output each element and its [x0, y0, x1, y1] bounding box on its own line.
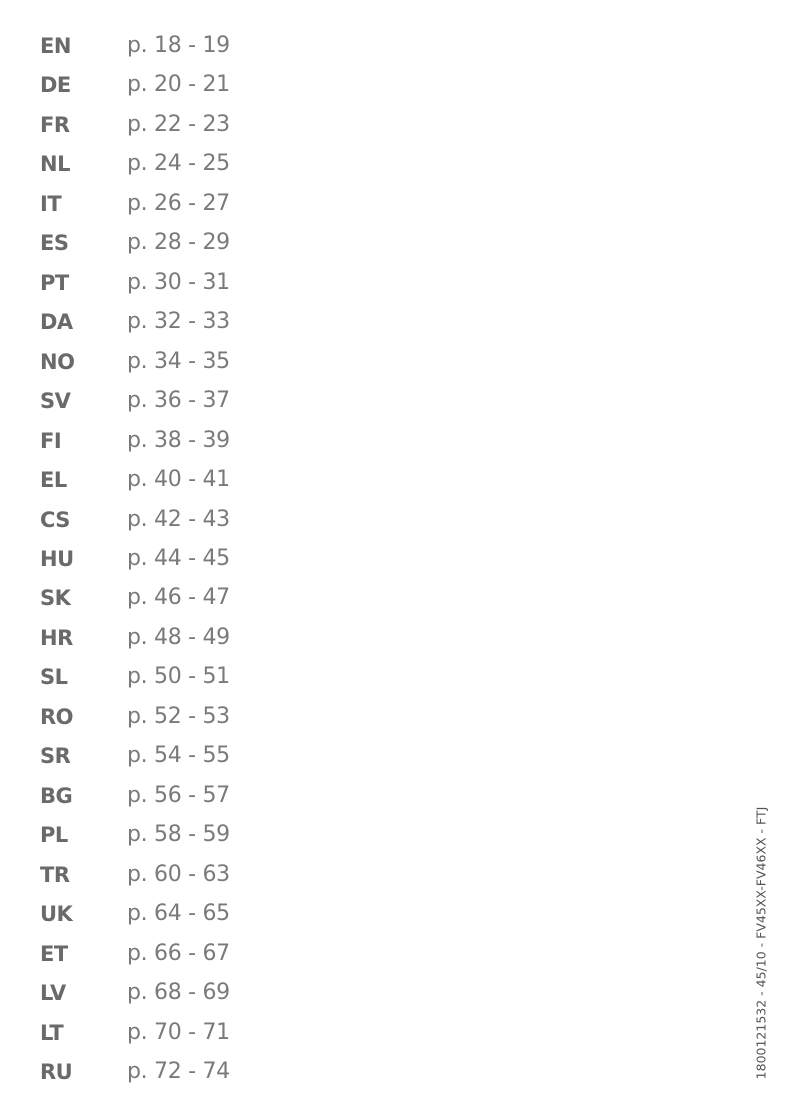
page-range: p. 36 - 37 [127, 388, 230, 414]
page-range: p. 56 - 57 [127, 782, 230, 808]
page-range: p. 34 - 35 [127, 348, 230, 374]
page-range: p. 40 - 41 [127, 467, 230, 493]
page-range: p. 22 - 23 [127, 111, 230, 137]
page-range: p. 70 - 71 [127, 1019, 230, 1045]
language-code: RU [40, 1059, 73, 1084]
page-range: p. 18 - 19 [127, 33, 230, 58]
page-range: p. 50 - 51 [127, 664, 230, 690]
language-code: SR [40, 744, 71, 769]
language-code: DA [40, 310, 73, 335]
page-range: p. 60 - 63 [127, 861, 230, 887]
language-code: NO [40, 349, 75, 374]
page-range: p. 68 - 69 [127, 980, 230, 1006]
language-code: SV [40, 389, 71, 414]
page-range: p. 38 - 39 [127, 427, 230, 453]
page-range: p. 64 - 65 [127, 901, 230, 927]
language-code: SK [40, 586, 71, 611]
language-code: FR [40, 112, 70, 137]
page-range: p. 66 - 67 [127, 940, 230, 966]
language-code: EL [40, 468, 67, 493]
language-code: EN [40, 34, 71, 58]
page-range: p. 48 - 49 [127, 624, 230, 650]
language-code: FI [40, 428, 62, 453]
language-code: TR [40, 862, 70, 887]
language-code: UK [40, 902, 73, 927]
page-range: p. 58 - 59 [127, 822, 230, 848]
language-code: HR [40, 625, 73, 650]
language-code: HU [40, 546, 74, 571]
page-range: p. 28 - 29 [127, 230, 230, 256]
language-code: ET [40, 941, 68, 966]
page-range: p. 52 - 53 [127, 703, 230, 729]
language-code: NL [40, 152, 70, 177]
page-range: p. 24 - 25 [127, 151, 230, 177]
page-range: p. 42 - 43 [127, 506, 230, 532]
page-range: p. 32 - 33 [127, 309, 230, 335]
language-code: ES [40, 231, 69, 256]
document-reference-code: 1800121532 - 45/10 - FV45XX-FV46XX - FTJ [753, 806, 769, 1080]
page-range: p. 30 - 31 [127, 269, 230, 295]
language-code: LT [40, 1020, 64, 1045]
language-code: BG [40, 783, 73, 808]
language-code: PL [40, 823, 68, 848]
language-code: IT [40, 191, 62, 216]
language-code: DE [40, 73, 71, 98]
language-code: LV [40, 981, 66, 1006]
page-range: p. 54 - 55 [127, 743, 230, 769]
page-range: p. 72 - 74 [127, 1058, 230, 1084]
language-code: PT [40, 270, 69, 295]
language-code: CS [40, 507, 70, 532]
page-range: p. 44 - 45 [127, 545, 230, 571]
language-code: RO [40, 704, 74, 729]
language-code: SL [40, 665, 68, 690]
page-range: p. 46 - 47 [127, 585, 230, 611]
page-range: p. 20 - 21 [127, 72, 230, 98]
page-range: p. 26 - 27 [127, 190, 230, 216]
